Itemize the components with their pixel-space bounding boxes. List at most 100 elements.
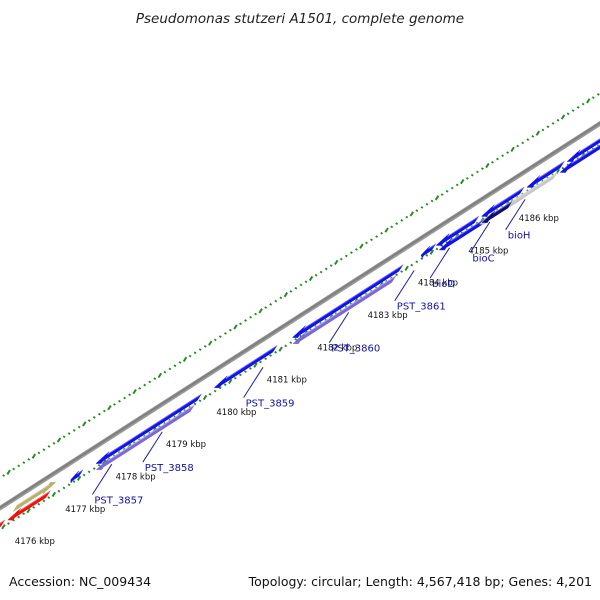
inner-tick-mark (87, 470, 91, 474)
outer-tick-mark (289, 290, 293, 293)
inner-tick-mark (12, 518, 15, 522)
outer-tick-mark (42, 448, 46, 452)
outer-tick-mark (475, 170, 479, 174)
outer-tick-mark (384, 227, 389, 233)
gene-label-PST_3859: PST_3859 (246, 399, 295, 410)
inner-tick-mark (294, 337, 298, 341)
outer-tick-mark (264, 306, 268, 309)
outer-tick-mark (113, 403, 116, 406)
outer-tick-mark (62, 435, 66, 439)
scale-tick-label: 4185 kbp (468, 246, 508, 256)
gene-arrow-shine (427, 243, 437, 250)
inner-tick-mark (26, 507, 31, 514)
gene-arrow-shine (492, 200, 513, 214)
scale-tick-label: 4183 kbp (368, 311, 408, 321)
outer-tick-mark (31, 453, 37, 459)
outer-tick-mark (153, 377, 157, 381)
outer-tick-mark (465, 176, 469, 180)
inner-tick-mark (51, 491, 57, 498)
inner-tick-mark (429, 249, 435, 255)
gene-arrow-shine (303, 264, 404, 329)
gene-label-PST_3860: PST_3860 (331, 344, 380, 355)
outer-tick-mark (132, 388, 137, 395)
gene-label-leader (142, 431, 163, 463)
outer-tick-mark (193, 351, 197, 355)
inner-tick-mark (72, 480, 76, 483)
outer-tick-mark (157, 372, 163, 379)
outer-tick-mark (308, 275, 314, 282)
outer-tick-mark (173, 364, 177, 368)
outer-tick-mark (188, 354, 192, 358)
outer-tick-mark (440, 193, 444, 196)
gene-arrow-g07 (213, 345, 278, 388)
inner-tick-mark (561, 166, 565, 170)
inner-tick-mark (425, 254, 429, 257)
inner-tick-mark (248, 367, 252, 370)
outer-tick-mark (425, 202, 429, 206)
outer-tick-mark (496, 157, 499, 161)
outer-tick-mark (304, 280, 308, 284)
gene-arrow-shine (303, 274, 397, 336)
inner-tick-mark (253, 362, 258, 368)
scale-tick-label: 4182 kbp (317, 343, 357, 353)
gene-arrow-shine (107, 404, 195, 462)
gene-arrow-shine (578, 137, 600, 153)
outer-tick-mark (299, 283, 303, 287)
inner-tick-mark (440, 244, 444, 248)
inner-tick-mark (202, 394, 208, 401)
outer-tick-mark (409, 211, 415, 217)
gene-label-leader (243, 367, 264, 398)
inner-tick-mark (269, 354, 273, 357)
gene-label-leader (505, 199, 526, 230)
outer-tick-mark (118, 399, 121, 403)
backbone (0, 120, 600, 511)
accession-text: Accession: NC_009434 (9, 574, 151, 589)
outer-tick-mark (52, 441, 56, 445)
inner-tick-mark (223, 383, 227, 386)
outer-tick-mark (400, 218, 404, 222)
gene-arrow-shine (570, 144, 600, 164)
outer-tick-mark (274, 299, 278, 303)
outer-tick-mark (223, 332, 227, 335)
topology-text: Topology: circular; Length: 4,567,418 bp… (248, 574, 592, 589)
outer-tick-mark (445, 189, 449, 193)
inner-tick-mark (400, 270, 404, 273)
outer-tick-mark (480, 167, 484, 171)
outer-tick-mark (405, 215, 409, 219)
gene-label-leader (429, 247, 450, 279)
scale-tick-label: 4176 kbp (15, 537, 55, 547)
outer-tick-mark (294, 286, 298, 290)
outer-tick-mark (334, 259, 339, 266)
inner-tick-mark (213, 389, 217, 393)
outer-tick-mark (485, 162, 490, 169)
outer-tick-mark (344, 254, 348, 258)
gene-arrow-shine (537, 160, 565, 179)
outer-tick-mark (491, 160, 494, 164)
inner-tick-mark (47, 496, 51, 500)
outer-tick-mark (521, 141, 525, 145)
outer-tick-mark (182, 356, 188, 362)
gene-label-PST_3858: PST_3858 (145, 463, 194, 474)
inner-tick-mark (67, 483, 71, 487)
inner-tick-mark (42, 499, 46, 503)
outer-tick-mark (82, 421, 87, 427)
inner-tick-mark (274, 350, 278, 354)
inner-tick-mark (17, 515, 21, 519)
inner-tick-mark (435, 247, 439, 251)
inner-tick-mark (284, 344, 288, 348)
inner-tick-mark (193, 402, 197, 406)
outer-tick-mark (591, 96, 595, 100)
outer-tick-ring (0, 93, 600, 479)
outer-tick-mark (510, 146, 515, 152)
outer-tick-mark (148, 380, 152, 384)
outer-tick-mark (556, 118, 560, 122)
outer-tick-mark (359, 243, 364, 249)
gene-arrow-g06 (95, 404, 195, 470)
gene-arrow-g13 (480, 186, 525, 217)
gene-track (0, 137, 600, 528)
gene-arrow-g17 (566, 138, 600, 162)
gene-arrow-g04 (70, 469, 84, 484)
gene-arrow-g01 (0, 519, 6, 528)
outer-tick-mark (12, 467, 16, 471)
